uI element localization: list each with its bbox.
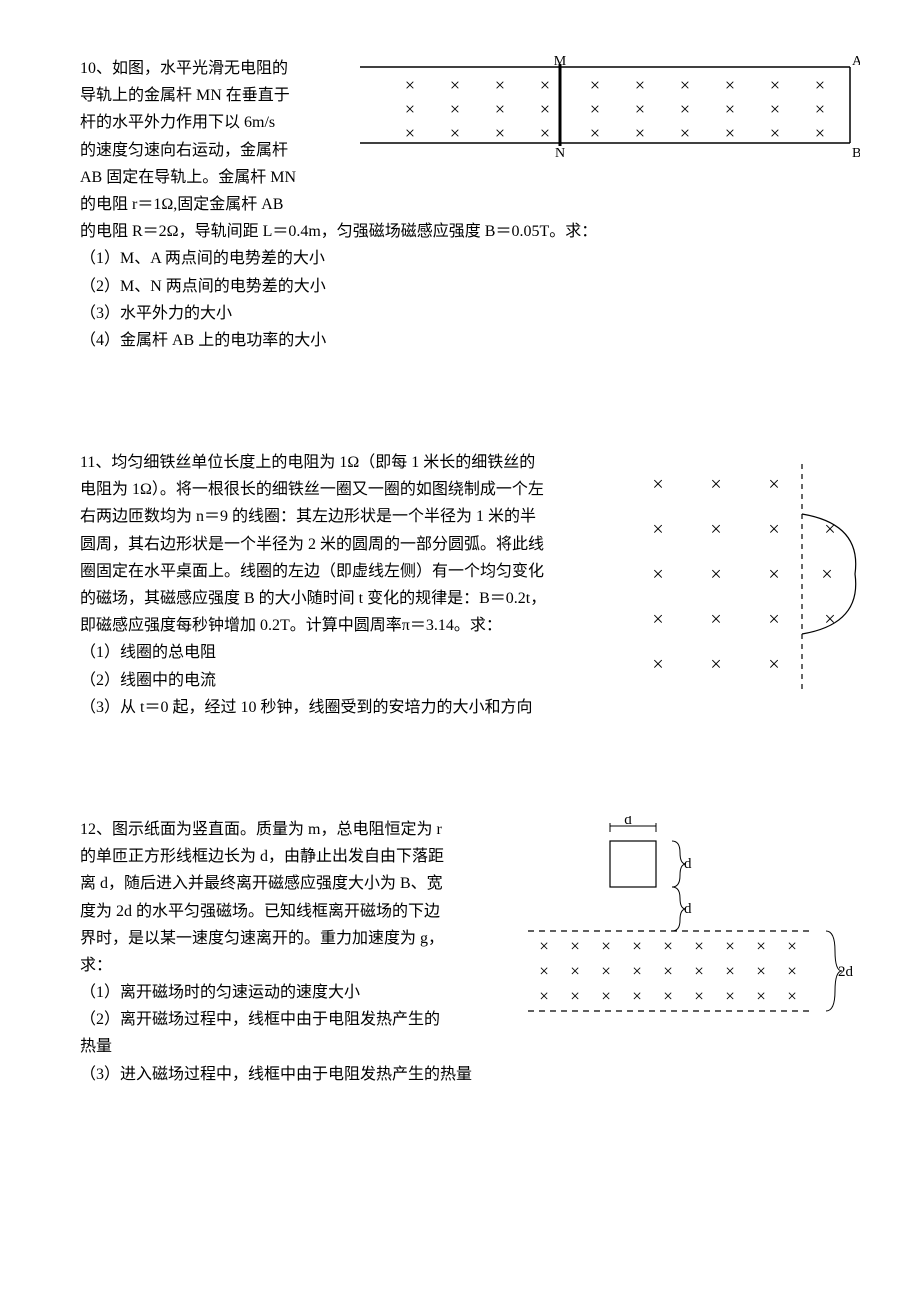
svg-text:×: × [787,962,797,981]
svg-text:×: × [570,937,580,956]
svg-text:M: M [554,55,567,69]
problem-10-line: （2）M、N 两点间的电势差的大小 [80,273,860,300]
svg-text:×: × [756,937,766,956]
svg-text:×: × [652,609,663,631]
svg-text:×: × [635,75,645,95]
svg-text:d: d [684,901,692,917]
svg-text:×: × [768,519,779,541]
svg-text:×: × [632,962,642,981]
svg-text:×: × [725,75,735,95]
svg-text:×: × [725,99,735,119]
svg-text:×: × [632,937,642,956]
svg-text:×: × [710,519,721,541]
svg-text:×: × [590,75,600,95]
svg-text:×: × [450,99,460,119]
svg-text:×: × [694,937,704,956]
svg-text:2d: 2d [838,964,854,980]
svg-text:×: × [495,123,505,143]
problem-10-line: （1）M、A 两点间的电势差的大小 [80,245,860,272]
svg-text:×: × [540,123,550,143]
svg-text:×: × [821,564,832,586]
svg-text:×: × [725,123,735,143]
svg-text:×: × [570,962,580,981]
svg-text:×: × [710,474,721,496]
svg-text:×: × [495,99,505,119]
problem-10-line: 的电阻 r＝1Ω,固定金属杆 AB [80,191,860,218]
problem-10-line: AB 固定在导轨上。金属杆 MN [80,164,860,191]
problem-12-line: 热量 [80,1033,860,1060]
svg-text:×: × [450,123,460,143]
svg-text:×: × [768,654,779,676]
svg-text:×: × [652,654,663,676]
problem-10-line: （4）金属杆 AB 上的电功率的大小 [80,327,860,354]
svg-text:×: × [652,519,663,541]
svg-text:×: × [680,99,690,119]
svg-text:×: × [770,99,780,119]
svg-text:×: × [725,987,735,1006]
svg-text:d: d [684,856,692,872]
svg-text:×: × [756,962,766,981]
svg-text:×: × [540,99,550,119]
svg-text:×: × [590,99,600,119]
svg-text:×: × [710,609,721,631]
svg-text:×: × [405,123,415,143]
svg-text:×: × [601,962,611,981]
svg-text:×: × [710,654,721,676]
svg-text:×: × [652,474,663,496]
svg-text:×: × [539,962,549,981]
svg-text:×: × [787,937,797,956]
svg-text:×: × [601,937,611,956]
svg-text:×: × [663,987,673,1006]
svg-text:×: × [710,564,721,586]
problem-12: ddd×××××××××××××××××××××××××××2d 12、图示纸面… [80,816,860,1088]
svg-text:×: × [815,75,825,95]
svg-text:×: × [768,609,779,631]
svg-text:×: × [539,937,549,956]
svg-text:×: × [770,123,780,143]
svg-text:×: × [725,962,735,981]
svg-text:×: × [405,99,415,119]
svg-text:N: N [555,146,565,161]
svg-text:×: × [540,75,550,95]
svg-text:×: × [694,962,704,981]
problem-12-line: （3）进入磁场过程中，线框中由于电阻发热产生的热量 [80,1061,860,1088]
svg-text:A: A [852,55,860,69]
svg-text:×: × [815,99,825,119]
svg-text:×: × [756,987,766,1006]
svg-text:×: × [635,123,645,143]
svg-text:×: × [663,937,673,956]
svg-text:×: × [570,987,580,1006]
svg-text:×: × [770,75,780,95]
svg-text:×: × [601,987,611,1006]
svg-text:×: × [787,987,797,1006]
svg-text:×: × [680,75,690,95]
problem-11-figure: ×××××××××××××××××× [630,449,860,704]
problem-12-figure: d d d × × × × × × × × × × × × × × × × × × × × × × × × × × × 2d [520,816,860,1016]
svg-text:×: × [450,75,460,95]
svg-text:×: × [495,75,505,95]
svg-text:×: × [815,123,825,143]
svg-text:×: × [663,962,673,981]
problem-10-figure: × × × × × × × × × × × × × × × × × × × × × × × × × × × × × × M N A B [360,55,860,165]
svg-text:×: × [652,564,663,586]
svg-text:×: × [768,474,779,496]
svg-text:×: × [694,987,704,1006]
problem-10-line: （3）水平外力的大小 [80,300,860,327]
svg-text:d: d [624,816,632,828]
svg-text:×: × [725,937,735,956]
svg-text:B: B [852,146,860,161]
problem-10: ××××××××××××××××××××××××××××××MNAB 10、如图… [80,55,860,354]
problem-10-line: 的电阻 R＝2Ω，导轨间距 L＝0.4m，匀强磁场磁感应强度 B＝0.05T。求… [80,218,860,245]
svg-text:×: × [539,987,549,1006]
svg-text:×: × [632,987,642,1006]
svg-text:×: × [635,99,645,119]
svg-text:×: × [680,123,690,143]
svg-text:×: × [768,564,779,586]
svg-text:×: × [405,75,415,95]
problem-11: ×××××××××××××××××× 11、均匀细铁丝单位长度上的电阻为 1Ω（… [80,449,860,721]
svg-text:×: × [590,123,600,143]
